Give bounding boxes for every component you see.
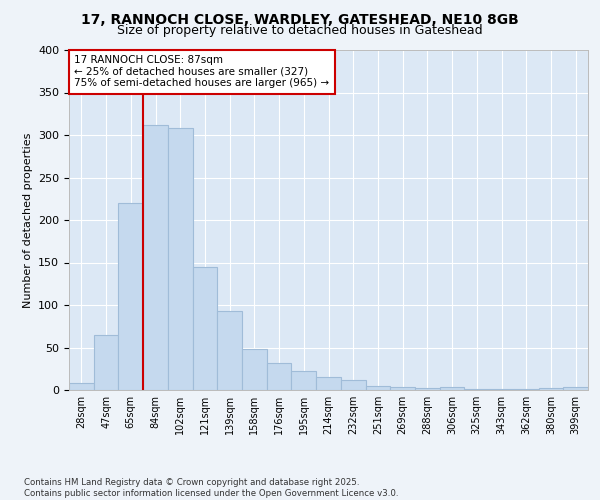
Bar	[415, 388, 440, 390]
Bar	[292, 372, 316, 390]
Bar	[217, 311, 242, 390]
Bar	[539, 388, 563, 390]
Bar	[242, 349, 267, 390]
Y-axis label: Number of detached properties: Number of detached properties	[23, 132, 32, 308]
Bar	[489, 389, 514, 390]
Bar	[563, 388, 588, 390]
Bar	[316, 377, 341, 390]
Bar	[143, 125, 168, 390]
Bar	[440, 386, 464, 390]
Text: Contains HM Land Registry data © Crown copyright and database right 2025.
Contai: Contains HM Land Registry data © Crown c…	[24, 478, 398, 498]
Bar	[464, 389, 489, 390]
Text: Size of property relative to detached houses in Gateshead: Size of property relative to detached ho…	[117, 24, 483, 37]
Bar	[341, 380, 365, 390]
Text: 17, RANNOCH CLOSE, WARDLEY, GATESHEAD, NE10 8GB: 17, RANNOCH CLOSE, WARDLEY, GATESHEAD, N…	[81, 12, 519, 26]
Bar	[390, 388, 415, 390]
Bar	[94, 335, 118, 390]
Text: 17 RANNOCH CLOSE: 87sqm
← 25% of detached houses are smaller (327)
75% of semi-d: 17 RANNOCH CLOSE: 87sqm ← 25% of detache…	[74, 55, 329, 88]
Bar	[168, 128, 193, 390]
Bar	[193, 267, 217, 390]
Bar	[69, 383, 94, 390]
Bar	[365, 386, 390, 390]
Bar	[267, 363, 292, 390]
Bar	[118, 203, 143, 390]
Bar	[514, 389, 539, 390]
